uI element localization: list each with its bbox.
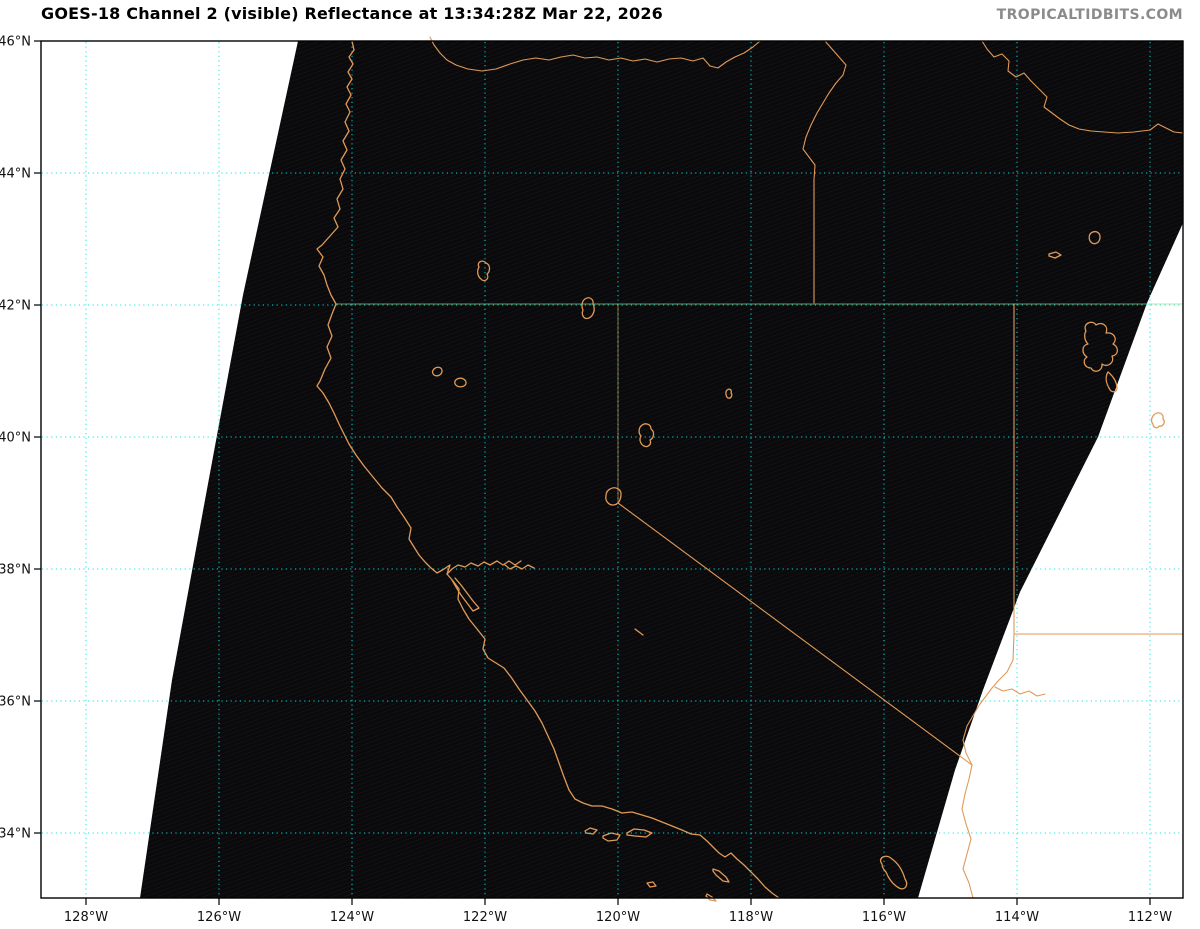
longitude-tick-labels: 128°W 126°W 124°W 122°W 120°W 118°W 116°W 114°W… [64, 910, 1172, 925]
satellite-swath-region [140, 41, 1183, 898]
island-san-clemente [705, 893, 717, 902]
state-borders [335, 36, 1184, 899]
lake-great-salt-south-arm [1105, 371, 1118, 393]
lon-tick-label: 128°W [64, 910, 108, 925]
sf-bay-south [451, 577, 480, 612]
lat-tick-label: 42°N [0, 299, 31, 314]
lake-utah [1150, 412, 1165, 429]
lake-salton-sea [879, 855, 908, 890]
sf-bay-delta-strand [504, 564, 535, 570]
lake-american-falls [1048, 251, 1062, 259]
lake-central-ca-small [634, 628, 644, 636]
coastline-pacific [316, 40, 780, 899]
lake-pyramid [638, 423, 655, 448]
lake-honey [454, 377, 467, 388]
border-columbia-river-wa-or [429, 36, 761, 72]
lat-tick-label: 44°N [0, 167, 31, 182]
lake-idaho-small [1088, 230, 1101, 245]
island-san-miguel [584, 827, 598, 835]
lake-mead-outline [994, 686, 1046, 697]
lat-tick-label: 46°N [0, 35, 31, 50]
lake-tahoe [605, 487, 622, 506]
lon-tick-label: 114°W [995, 910, 1039, 925]
page-title: GOES-18 Channel 2 (visible) Reflectance … [41, 4, 663, 23]
lake-eagle [431, 366, 443, 377]
axis-ticks [34, 40, 1151, 905]
lon-tick-label: 126°W [197, 910, 241, 925]
lat-tick-label: 36°N [0, 695, 31, 710]
sf-bay-north-delta [446, 560, 522, 575]
lat-tick-label: 40°N [0, 431, 31, 446]
lon-tick-label: 118°W [729, 910, 773, 925]
lake-great-salt [1082, 321, 1119, 372]
lake-nevada-small [725, 388, 733, 399]
lat-tick-label: 34°N [0, 827, 31, 842]
watermark-logo: TROPICALTIDBITS.COM [996, 7, 1183, 23]
lat-tick-label: 38°N [0, 563, 31, 578]
lake-upper-klamath [477, 260, 491, 282]
lake-goose [581, 297, 595, 320]
island-santa-catalina [712, 868, 730, 883]
plot-frame [40, 40, 1184, 899]
border-colorado-river-nv-az-ca [961, 633, 1015, 899]
border-ca-nv-diagonal [617, 502, 973, 766]
lon-tick-label: 116°W [862, 910, 906, 925]
lon-tick-label: 120°W [596, 910, 640, 925]
lon-tick-label: 122°W [463, 910, 507, 925]
lon-tick-label: 112°W [1128, 910, 1172, 925]
island-santa-barbara [646, 881, 657, 888]
lon-tick-label: 124°W [330, 910, 374, 925]
island-santa-rosa [602, 832, 621, 842]
island-santa-cruz [626, 828, 653, 838]
border-id-mt-divide [981, 40, 1184, 134]
latitude-tick-labels: 46°N 44°N 42°N 40°N 38°N 36°N 34°N [0, 35, 31, 842]
border-snake-river-or-id [802, 40, 847, 304]
coastlines-and-lakes [316, 40, 1165, 902]
